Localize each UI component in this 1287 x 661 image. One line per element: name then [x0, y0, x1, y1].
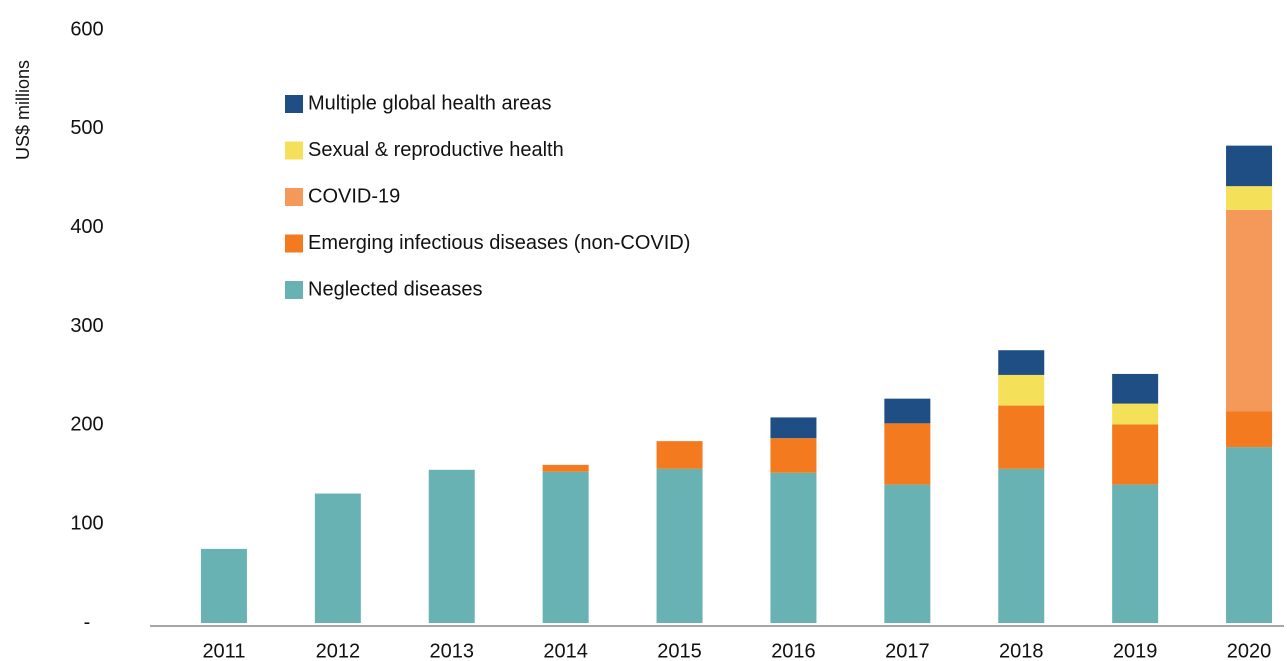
bar-segment — [542, 464, 589, 472]
legend-label: Multiple global health areas — [308, 92, 552, 114]
bar-segment — [656, 468, 703, 623]
bar-segment — [770, 438, 817, 473]
bar-segment — [656, 441, 703, 469]
y-tick-label: 100 — [70, 512, 103, 534]
legend-swatch — [285, 188, 303, 206]
legend-label: Emerging infectious diseases (non-COVID) — [308, 232, 690, 254]
legend-swatch — [285, 234, 303, 253]
bar-segment — [1226, 186, 1273, 210]
legend-swatch — [285, 281, 303, 299]
bar-segment — [1226, 447, 1273, 623]
bar-segment — [770, 472, 817, 623]
bar-segment — [1112, 373, 1159, 404]
bar-segment — [314, 493, 361, 623]
x-tick-label: 2020 — [1227, 640, 1272, 661]
bar-segment — [998, 405, 1045, 469]
y-tick-label: 600 — [70, 18, 103, 40]
x-tick-label: 2013 — [430, 640, 475, 661]
y-tick-label: 500 — [70, 117, 103, 139]
bar-segment — [1112, 424, 1159, 485]
legend-swatch — [285, 141, 303, 160]
y-axis-label: US$ millions — [13, 60, 33, 160]
legend-label: Sexual & reproductive health — [308, 139, 564, 161]
bar-segment — [1226, 145, 1273, 187]
bar-segment — [884, 398, 931, 424]
bar-segment — [998, 374, 1045, 406]
bar-segment — [428, 469, 475, 623]
y-tick-label: 200 — [70, 414, 103, 436]
y-tick-label: 300 — [70, 315, 103, 337]
bar-segment — [998, 468, 1045, 623]
legend-label: Neglected diseases — [308, 278, 483, 300]
bar-segment — [884, 423, 931, 485]
x-tick-label: 2016 — [771, 640, 816, 661]
x-tick-label: 2012 — [316, 640, 361, 661]
bar-segment — [542, 471, 589, 623]
bar-segment — [884, 484, 931, 623]
legend-swatch — [285, 95, 303, 113]
bar-segment — [1112, 403, 1159, 425]
bar-segment — [1226, 209, 1273, 412]
bar-segment — [200, 548, 247, 623]
y-tick-label: - — [84, 611, 91, 633]
x-tick-label: 2014 — [543, 640, 588, 661]
x-tick-label: 2017 — [885, 640, 930, 661]
x-tick-label: 2015 — [657, 640, 702, 661]
x-tick-label: 2011 — [202, 640, 245, 661]
y-tick-label: 400 — [70, 216, 103, 238]
bar-segment — [770, 417, 817, 439]
x-tick-label: 2019 — [1113, 640, 1158, 661]
bar-segment — [998, 350, 1045, 375]
x-tick-label: 2018 — [999, 640, 1044, 661]
legend-label: COVID-19 — [308, 185, 400, 207]
bar-segment — [1112, 484, 1159, 623]
bar-segment — [1226, 411, 1273, 448]
